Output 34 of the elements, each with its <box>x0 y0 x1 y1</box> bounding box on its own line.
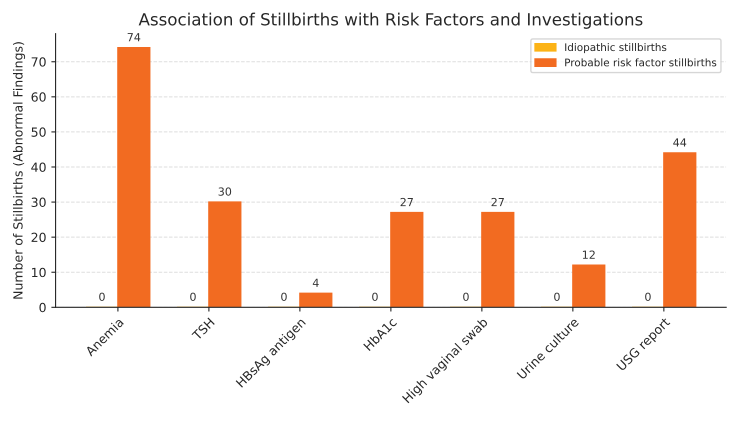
data-label: 27 <box>400 198 413 206</box>
data-label: 0 <box>463 292 469 302</box>
y-tick-label: 70 <box>32 57 46 67</box>
y-tick-label: 0 <box>39 302 46 312</box>
data-label: 12 <box>582 250 595 259</box>
y-tick-label: 20 <box>32 232 46 242</box>
data-label: 4 <box>312 278 319 287</box>
y-tick-label: 50 <box>32 127 46 137</box>
data-label: 0 <box>372 292 378 302</box>
data-label: 0 <box>99 292 105 302</box>
bar <box>117 47 150 308</box>
data-label: 0 <box>554 292 560 302</box>
data-label: 0 <box>190 292 196 302</box>
bar <box>481 212 514 308</box>
data-label: 0 <box>281 292 287 302</box>
legend-label: Probable risk factor stillbirths <box>565 58 716 66</box>
bar <box>572 264 606 308</box>
y-axis-title: Number of Stillbirths (Abnormal Findings) <box>12 42 26 299</box>
y-tick-label: 10 <box>32 268 46 278</box>
y-tick-label: 60 <box>32 92 46 102</box>
y-tick-label: 30 <box>32 198 46 208</box>
y-tick-label: 40 <box>31 162 46 172</box>
data-label: 27 <box>492 198 504 206</box>
legend-label: Idiopathic stillbirths <box>565 43 666 54</box>
data-label: 0 <box>645 292 651 302</box>
bar <box>208 201 242 308</box>
bar <box>663 152 696 308</box>
data-label: 44 <box>673 138 686 146</box>
data-label: 30 <box>218 187 232 196</box>
data-label: 74 <box>128 33 140 42</box>
bar <box>299 292 332 308</box>
bar <box>390 212 424 308</box>
x-tick-label: TSH <box>191 317 215 341</box>
chart-title: Association of Stillbirths with Risk Factors and Investigations <box>138 12 642 29</box>
